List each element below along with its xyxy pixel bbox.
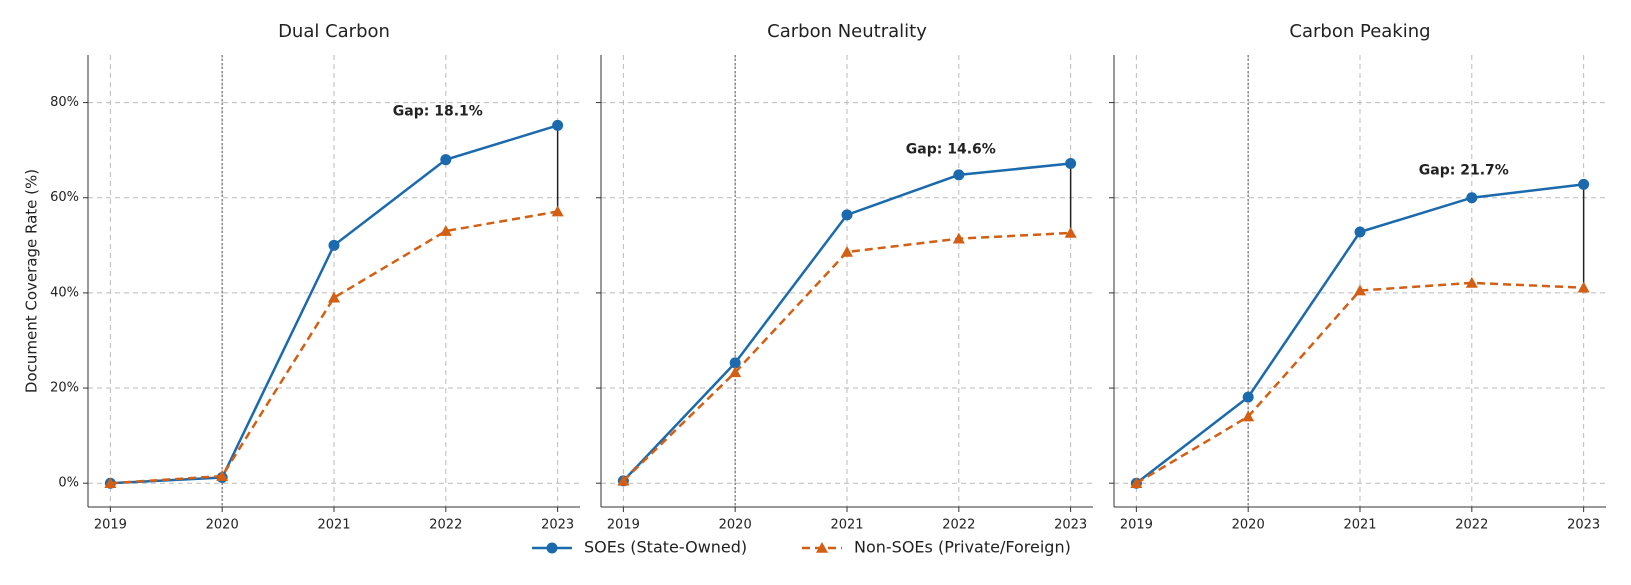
x-tick-label: 2022 [942,518,975,533]
y-axis-label: Document Coverage Rate (%) [23,169,41,393]
marker [1577,281,1590,293]
panel-title: Dual Carbon [278,21,390,42]
marker [1130,477,1143,489]
marker [1465,276,1478,288]
y-tick-label: 60% [50,190,79,205]
marker [1578,178,1590,190]
gap-annotation: Gap: 18.1% [393,103,483,119]
marker [841,209,853,221]
marker [729,366,742,378]
marker [729,357,741,369]
y-tick-label: 20% [50,381,79,396]
marker [104,477,117,489]
marker [1242,410,1255,422]
series-line [622,231,1071,482]
marker [1064,226,1077,238]
x-tick-label: 2019 [607,518,640,533]
marker [1354,226,1366,238]
x-tick-label: 2021 [317,518,350,533]
marker [953,169,965,181]
x-tick-label: 2020 [719,518,752,533]
x-tick-label: 2023 [541,518,574,533]
series-line [1135,281,1584,485]
panel-title: Carbon Neutrality [767,21,927,42]
series-line [110,124,559,485]
marker [440,154,452,166]
marker [216,470,229,481]
x-tick-label: 2021 [830,518,863,533]
x-tick-label: 2019 [94,518,127,533]
gap-annotation: Gap: 21.7% [1419,162,1509,178]
legend-label: Non-SOEs (Private/Foreign) [854,538,1071,557]
legend-marker [816,542,828,553]
x-tick-label: 2021 [1343,518,1376,533]
x-tick-label: 2023 [1567,518,1600,533]
legend-label: SOEs (State-Owned) [584,538,747,557]
marker [952,232,965,244]
y-tick-label: 0% [58,476,79,491]
y-tick-label: 40% [50,285,79,300]
marker [328,239,340,251]
marker [1065,157,1077,169]
marker [552,119,564,131]
x-tick-label: 2019 [1120,518,1153,533]
x-tick-label: 2020 [1232,518,1265,533]
legend-marker [546,542,558,554]
y-tick-label: 80% [50,95,79,110]
panel-title: Carbon Peaking [1289,21,1430,42]
marker [617,474,630,486]
marker [841,245,853,257]
x-tick-label: 2023 [1054,518,1087,533]
gap-annotation: Gap: 14.6% [906,141,996,157]
marker [1242,391,1254,403]
marker [328,291,340,303]
x-tick-label: 2022 [429,518,462,533]
x-tick-label: 2022 [1455,518,1488,533]
marker [439,225,452,236]
marker [1354,284,1366,296]
x-tick-label: 2020 [206,518,239,533]
marker [551,205,564,217]
marker [1466,192,1478,204]
